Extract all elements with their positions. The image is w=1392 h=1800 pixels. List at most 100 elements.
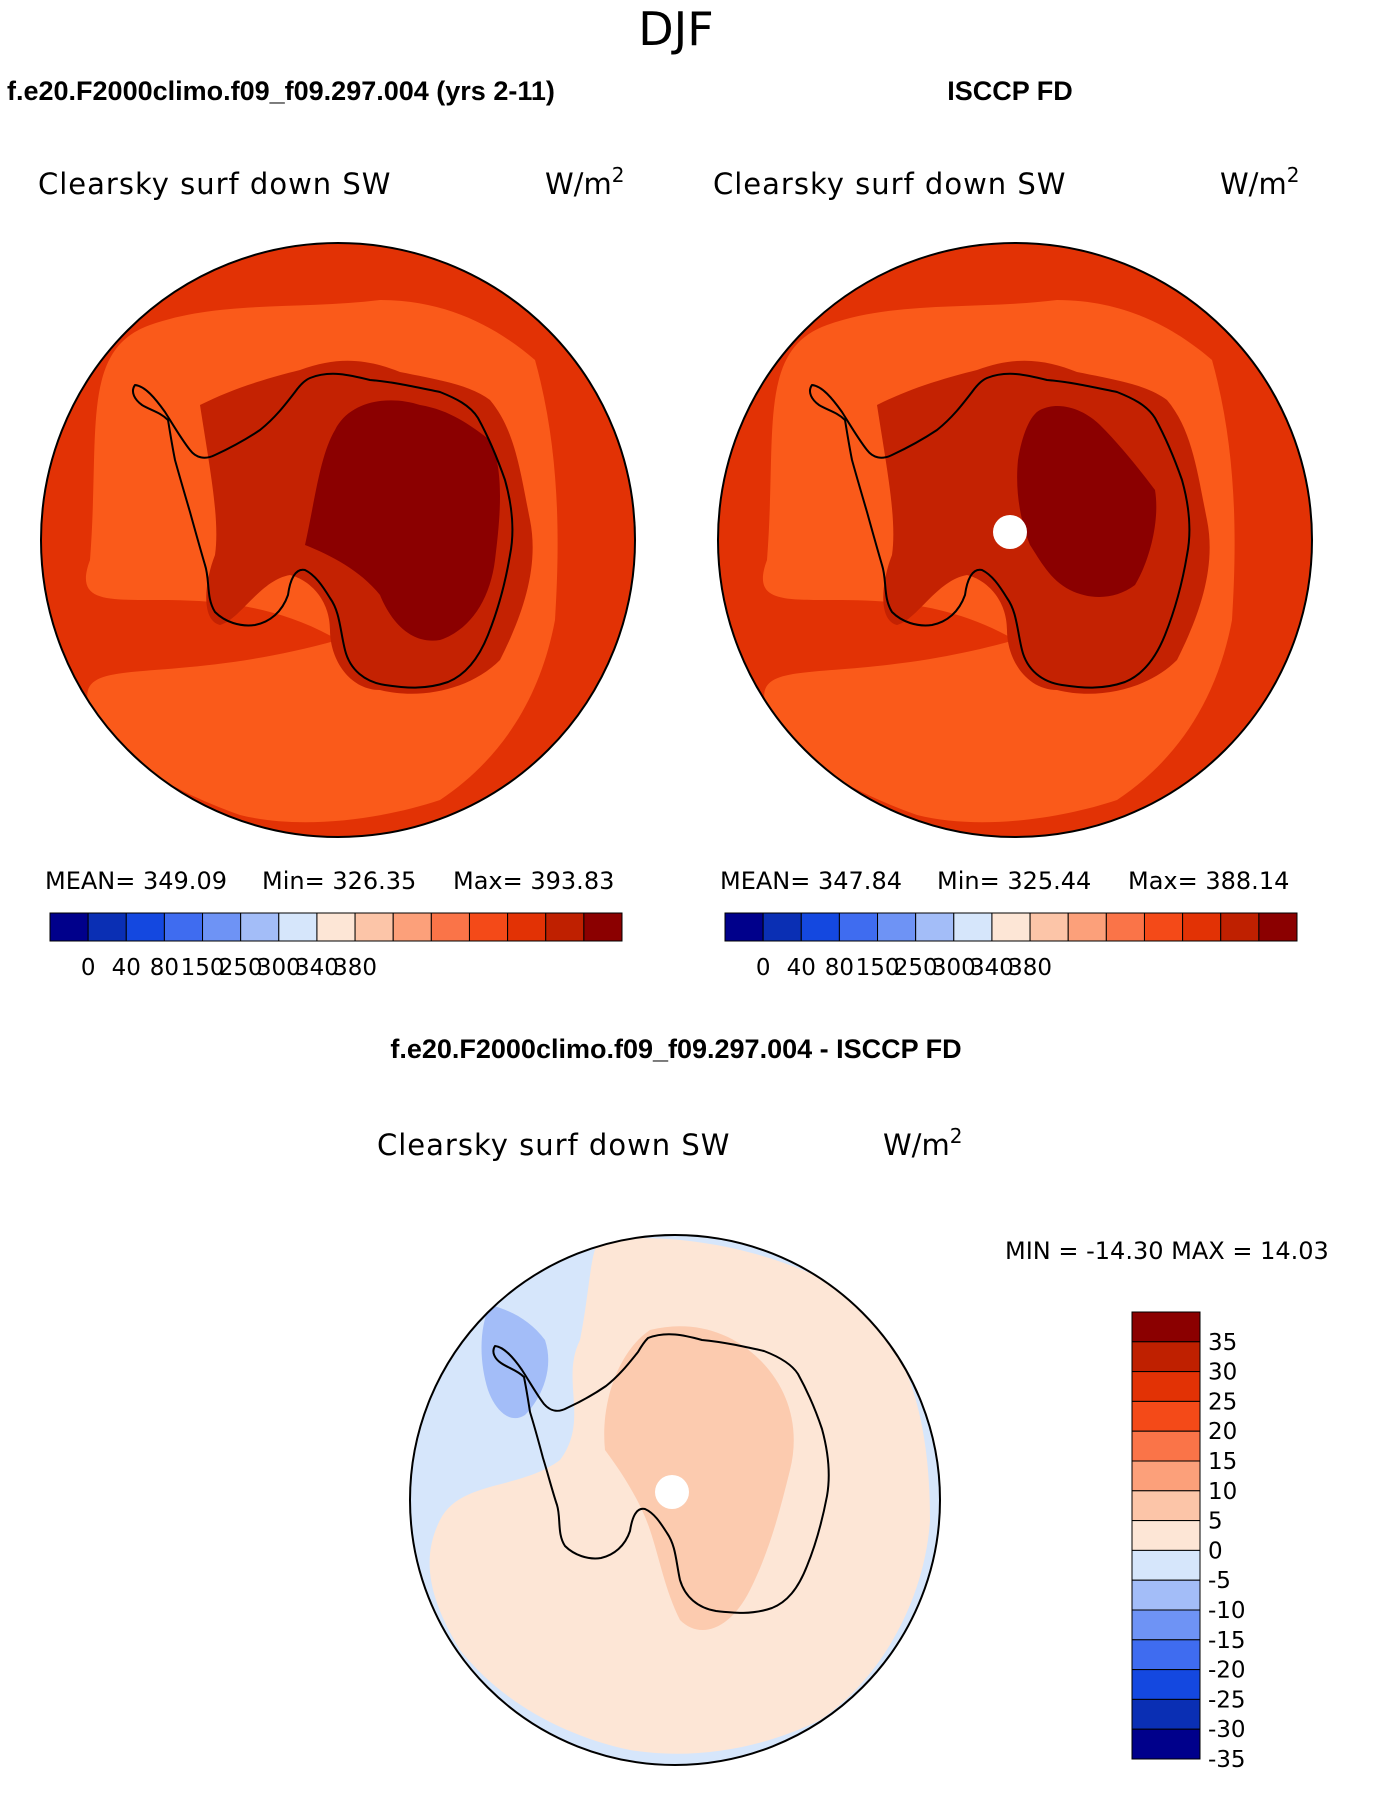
colorbar-swatch (240, 912, 280, 942)
colorbar-swatch (202, 912, 242, 942)
stat-max: Max= 393.83 (453, 867, 614, 895)
colorbar-tick-label: 20 (1208, 1419, 1237, 1445)
colorbar-swatch (762, 912, 802, 942)
page-title: DJF (638, 2, 713, 56)
stat-mean: MEAN= 349.09 (45, 867, 227, 895)
coastline-model (132, 372, 514, 689)
colorbar-tick-label: 40 (112, 955, 141, 981)
panel-obs-title: ISCCP FD (947, 76, 1073, 106)
colorbar-swatch (125, 912, 165, 942)
colorbar-tick-label: 150 (856, 955, 900, 981)
colorbar-tick-label: 380 (333, 955, 377, 981)
panel-obs: ISCCP FD Clearsky surf down SW W/m2 MEAN… (713, 76, 1313, 981)
colorbar-swatch (877, 912, 917, 942)
colorbar-swatch (1131, 1669, 1201, 1700)
map-model-border (40, 242, 636, 838)
colorbar-tick-label: -10 (1208, 1598, 1246, 1624)
stats-obs: MEAN= 347.84 Min= 325.44 Max= 388.14 (720, 867, 1289, 895)
stat-mean: MEAN= 347.84 (720, 867, 902, 895)
colorbar-swatch (316, 912, 356, 942)
colorbar-tick-label: 30 (1208, 1360, 1237, 1386)
colorbar-tick-label: 80 (825, 955, 854, 981)
map-model (41, 243, 635, 837)
colorbar-swatch (1220, 912, 1260, 942)
map-interior-high (305, 400, 500, 641)
colorbar-swatch (545, 912, 585, 942)
pole-hole (655, 1475, 689, 1509)
colorbar-swatch (1131, 1400, 1201, 1432)
panel-model-title: f.e20.F2000climo.f09_f09.297.004 (yrs 2-… (7, 76, 555, 106)
colorbar-swatch (354, 912, 394, 942)
colorbar-tick-label: 25 (1208, 1389, 1237, 1415)
colorbar-swatch (1131, 1609, 1201, 1641)
colorbar-tick-label: 340 (970, 955, 1014, 981)
colorbar-swatch (1131, 1371, 1201, 1402)
stat-minmax: MIN = -14.30 MAX = 14.03 (1005, 1237, 1329, 1265)
colorbar-swatch (583, 912, 623, 942)
colorbar-swatch (1131, 1341, 1201, 1373)
colorbar-tick-label: -30 (1208, 1717, 1246, 1743)
map-diff-border (409, 1234, 941, 1766)
units-exponent: 2 (612, 163, 625, 187)
colorbar-swatch (87, 912, 127, 942)
colorbar-swatch (1105, 912, 1145, 942)
colorbar-tick-label: -15 (1208, 1628, 1246, 1654)
colorbar-swatch (1131, 1549, 1201, 1581)
colorbar-swatch (430, 912, 470, 942)
stat-min: Min= 325.44 (937, 867, 1091, 895)
colorbar-tick-label: 340 (295, 955, 339, 981)
colorbar-swatch (1131, 1490, 1201, 1522)
colorbar-swatch (1067, 912, 1107, 942)
colorbar-swatch (278, 912, 318, 942)
units-text: W/m (883, 1128, 950, 1162)
colorbar-swatch (1029, 912, 1069, 942)
colorbar-swatch (953, 912, 993, 942)
stats-model: MEAN= 349.09 Min= 326.35 Max= 393.83 (45, 867, 614, 895)
map-obs-border (717, 242, 1313, 838)
colorbar-swatch (800, 912, 840, 942)
colorbar-swatch (1131, 1728, 1201, 1760)
colorbar-swatch (1131, 1430, 1201, 1462)
colorbar-tick-label: 15 (1208, 1449, 1237, 1475)
units-text: W/m (545, 167, 612, 201)
colorbar-swatch (1131, 1579, 1201, 1611)
colorbar-swatch (1131, 1520, 1201, 1551)
colorbar-tick-label: -25 (1208, 1687, 1246, 1713)
colorbar-swatch (507, 912, 547, 942)
panel-diff: f.e20.F2000climo.f09_f09.297.004 - ISCCP… (377, 1034, 1329, 1773)
colorbar-swatch (724, 912, 764, 942)
colorbar-tick-label: 5 (1208, 1509, 1223, 1535)
coastline-obs (809, 372, 1191, 689)
colorbar-tick-label: 0 (756, 955, 771, 981)
map-interior-high (1017, 405, 1157, 597)
panel-model: f.e20.F2000climo.f09_f09.297.004 (yrs 2-… (7, 76, 636, 981)
panel-diff-title: f.e20.F2000climo.f09_f09.297.004 - ISCCP… (390, 1034, 961, 1064)
colorbar-swatch (1131, 1311, 1201, 1343)
panel-diff-units: W/m2 (883, 1124, 962, 1162)
colorbar-tick-label: 40 (787, 955, 816, 981)
colorbar-swatch (49, 912, 89, 942)
panel-obs-subtitle: Clearsky surf down SW (713, 167, 1066, 201)
colorbar-tick-label: 300 (932, 955, 976, 981)
pole-hole (993, 515, 1027, 549)
stat-max: Max= 388.14 (1128, 867, 1289, 895)
colorbar-tick-label: 150 (181, 955, 225, 981)
colorbar-tick-label: 35 (1208, 1330, 1237, 1356)
units-text: W/m (1220, 167, 1287, 201)
panel-model-subtitle: Clearsky surf down SW (38, 167, 391, 201)
colorbar-tick-label: 300 (257, 955, 301, 981)
colorbar-swatch (1131, 1460, 1201, 1492)
colorbar-tick-label: 0 (81, 955, 96, 981)
colorbar-tick-label: -5 (1208, 1568, 1231, 1594)
colorbar-swatch (838, 912, 879, 942)
colorbar-swatch (1131, 1698, 1201, 1730)
colorbar-swatch (392, 912, 432, 942)
colorbar-swatch (163, 912, 204, 942)
stat-min: Min= 326.35 (262, 867, 416, 895)
colorbar-swatch (1258, 912, 1298, 942)
colorbar-tick-label: -20 (1208, 1658, 1246, 1684)
colorbar-swatch (991, 912, 1031, 942)
colorbar-tick-label: 380 (1008, 955, 1052, 981)
